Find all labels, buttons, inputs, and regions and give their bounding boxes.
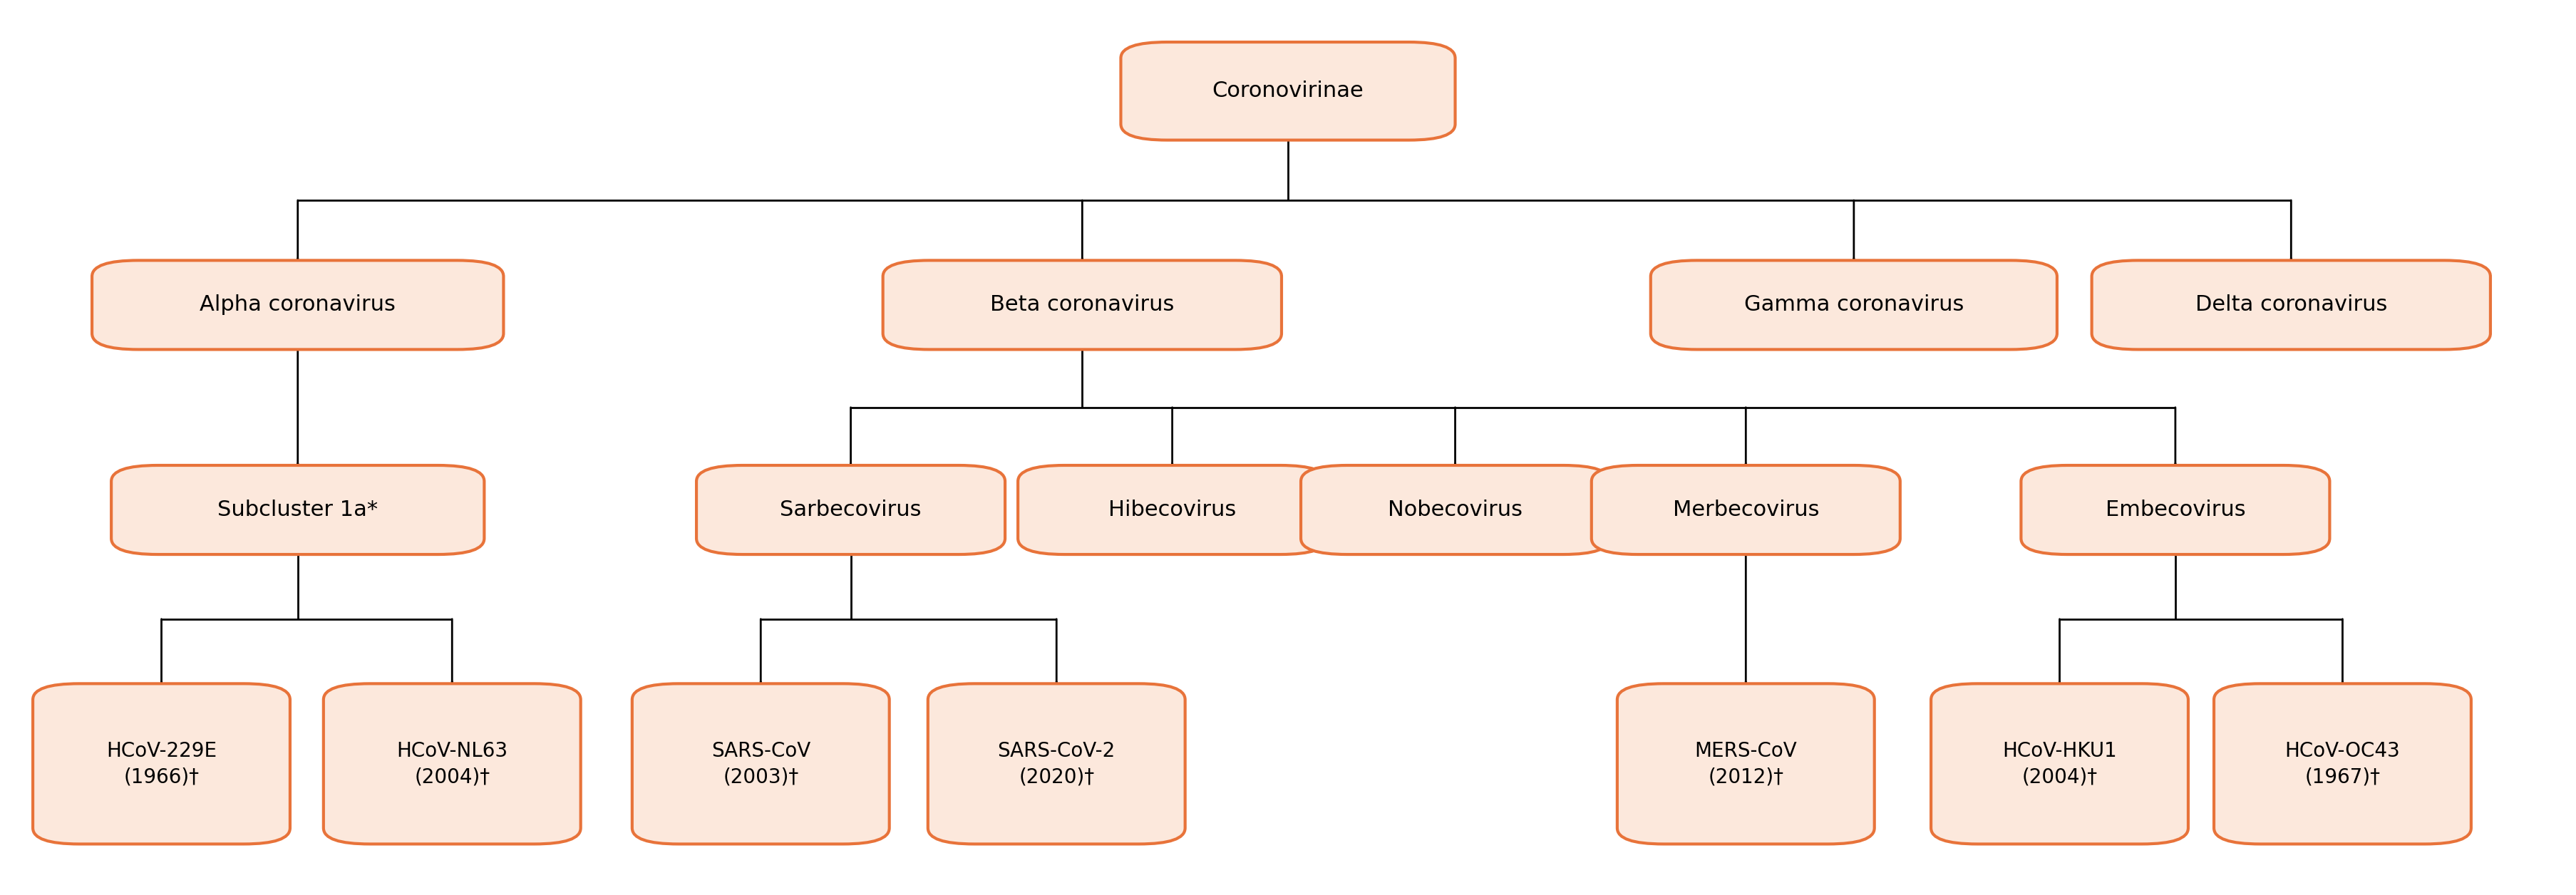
FancyBboxPatch shape bbox=[696, 465, 1005, 554]
Text: Delta coronavirus: Delta coronavirus bbox=[2195, 294, 2388, 315]
Text: HCoV-NL63
(2004)†: HCoV-NL63 (2004)† bbox=[397, 741, 507, 787]
FancyBboxPatch shape bbox=[93, 260, 502, 349]
Text: Gamma coronavirus: Gamma coronavirus bbox=[1744, 294, 1963, 315]
FancyBboxPatch shape bbox=[2092, 260, 2491, 349]
FancyBboxPatch shape bbox=[1121, 42, 1455, 141]
Text: HCoV-229E
(1966)†: HCoV-229E (1966)† bbox=[106, 741, 216, 787]
Text: Nobecovirus: Nobecovirus bbox=[1388, 499, 1522, 520]
FancyBboxPatch shape bbox=[631, 684, 889, 844]
Text: Subcluster 1a*: Subcluster 1a* bbox=[216, 499, 379, 520]
Text: SARS-CoV
(2003)†: SARS-CoV (2003)† bbox=[711, 741, 811, 787]
Text: Merbecovirus: Merbecovirus bbox=[1672, 499, 1819, 520]
FancyBboxPatch shape bbox=[111, 465, 484, 554]
FancyBboxPatch shape bbox=[2022, 465, 2329, 554]
FancyBboxPatch shape bbox=[325, 684, 580, 844]
FancyBboxPatch shape bbox=[1592, 465, 1901, 554]
Text: Coronovirinae: Coronovirinae bbox=[1213, 81, 1363, 101]
Text: SARS-CoV-2
(2020)†: SARS-CoV-2 (2020)† bbox=[997, 741, 1115, 787]
FancyBboxPatch shape bbox=[2213, 684, 2470, 844]
Text: Sarbecovirus: Sarbecovirus bbox=[781, 499, 922, 520]
Text: MERS-CoV
(2012)†: MERS-CoV (2012)† bbox=[1695, 741, 1798, 787]
Text: Alpha coronavirus: Alpha coronavirus bbox=[201, 294, 397, 315]
FancyBboxPatch shape bbox=[1301, 465, 1610, 554]
Text: Embecovirus: Embecovirus bbox=[2105, 499, 2246, 520]
FancyBboxPatch shape bbox=[1932, 684, 2187, 844]
FancyBboxPatch shape bbox=[1651, 260, 2058, 349]
Text: Hibecovirus: Hibecovirus bbox=[1108, 499, 1236, 520]
Text: HCoV-OC43
(1967)†: HCoV-OC43 (1967)† bbox=[2285, 741, 2401, 787]
FancyBboxPatch shape bbox=[884, 260, 1283, 349]
FancyBboxPatch shape bbox=[33, 684, 291, 844]
FancyBboxPatch shape bbox=[1018, 465, 1327, 554]
Text: Beta coronavirus: Beta coronavirus bbox=[989, 294, 1175, 315]
FancyBboxPatch shape bbox=[1618, 684, 1875, 844]
Text: HCoV-HKU1
(2004)†: HCoV-HKU1 (2004)† bbox=[2002, 741, 2117, 787]
FancyBboxPatch shape bbox=[927, 684, 1185, 844]
